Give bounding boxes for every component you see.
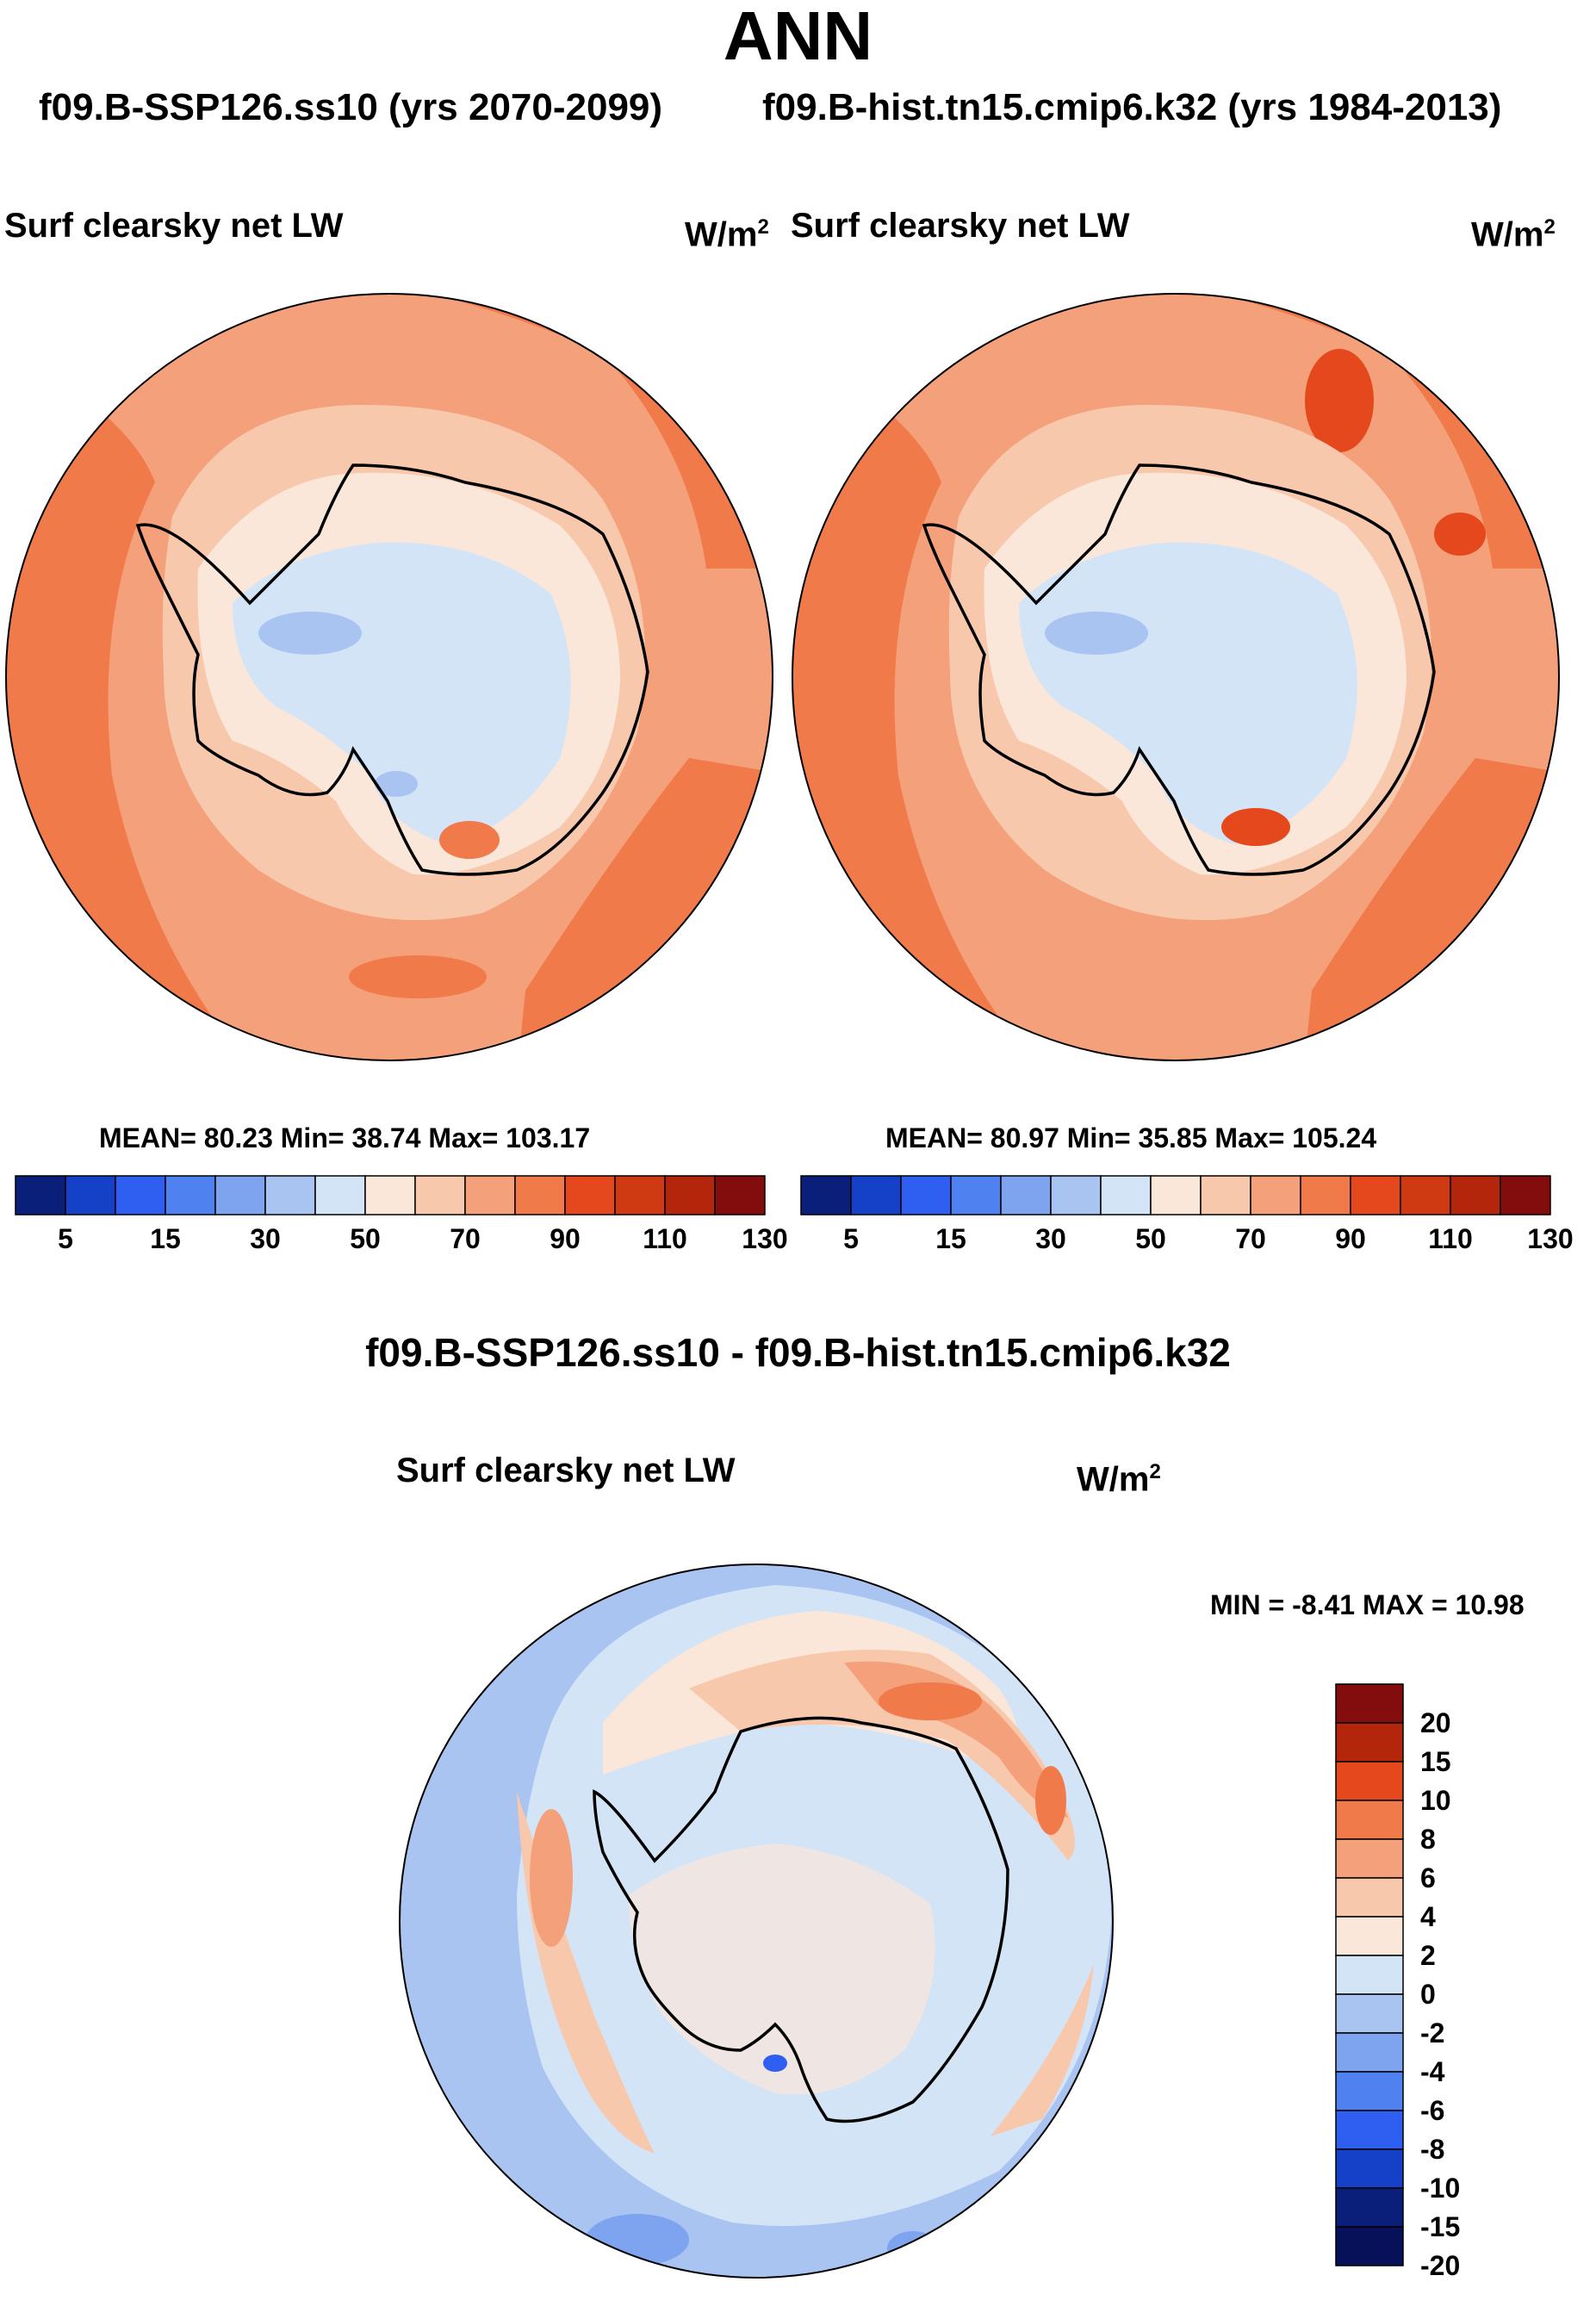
colorbar-tick-label: 110	[1428, 1223, 1473, 1254]
panel2-title: Surf clearsky net LW	[791, 207, 1130, 245]
colorbar-swatch	[1350, 1175, 1401, 1215]
colorbar-tick-label: 70	[450, 1223, 481, 1254]
colorbar-tick-label: -8	[1420, 2134, 1445, 2165]
colorbar-tick-label: 15	[1420, 1746, 1451, 1777]
colorbar-swatch	[1000, 1175, 1052, 1215]
colorbar-swatch	[1335, 1955, 1404, 1995]
colorbar-swatch	[1450, 1175, 1501, 1215]
colorbar-swatch	[1335, 1838, 1404, 1879]
colorbar-tick-label: 2	[1420, 1940, 1436, 1971]
colorbar-tick-label: -4	[1420, 2056, 1445, 2087]
map-1	[5, 293, 773, 1061]
colorbar-tick-label: 15	[150, 1223, 181, 1254]
case-a-label: f09.B-SSP126.ss10 (yrs 2070-2099)	[39, 86, 663, 128]
colorbar-tick-label: 8	[1420, 1824, 1436, 1855]
colorbar-swatch	[414, 1175, 466, 1215]
colorbar-tick-label: -6	[1420, 2095, 1445, 2126]
colorbar-tick-label: 5	[843, 1223, 859, 1254]
colorbar-tick-label: -15	[1420, 2211, 1461, 2242]
panel1-units: W/m2	[685, 215, 769, 254]
colorbar-swatch	[1400, 1175, 1451, 1215]
main-title: ANN	[723, 0, 873, 74]
colorbar-swatch	[65, 1175, 116, 1215]
colorbar-swatch	[464, 1175, 516, 1215]
colorbar-swatch	[15, 1175, 66, 1215]
colorbar-tick-label: 15	[935, 1223, 966, 1254]
colorbar-tick-label: -2	[1420, 2017, 1445, 2049]
colorbar-swatch	[165, 1175, 216, 1215]
colorbar-1	[15, 1175, 766, 1215]
colorbar-swatch	[564, 1175, 616, 1215]
colorbar-swatch	[1335, 2110, 1404, 2150]
colorbar-tick-label: 130	[742, 1223, 788, 1254]
colorbar-tick-label: 4	[1420, 1901, 1436, 1932]
colorbar-tick-label: 130	[1527, 1223, 1574, 1254]
colorbar-swatch	[1335, 1916, 1404, 1956]
colorbar-swatch	[1200, 1175, 1251, 1215]
colorbar-swatch	[614, 1175, 666, 1215]
colorbar-swatch	[714, 1175, 766, 1215]
colorbar-swatch	[1335, 1877, 1404, 1918]
diff-plot-title: Surf clearsky net LW	[396, 1452, 736, 1489]
colorbar-swatch	[1050, 1175, 1102, 1215]
colorbar-tick-label: 10	[1420, 1785, 1451, 1816]
colorbar-swatch	[1335, 2148, 1404, 2189]
colorbar-swatch	[1100, 1175, 1152, 1215]
colorbar-swatch	[1335, 2071, 1404, 2111]
map-2	[792, 293, 1560, 1061]
colorbar-swatch	[664, 1175, 716, 1215]
colorbar-swatch	[950, 1175, 1002, 1215]
map-diff	[399, 1564, 1114, 2279]
colorbar-swatch	[1335, 2187, 1404, 2228]
colorbar-swatch	[364, 1175, 416, 1215]
colorbar-swatch	[214, 1175, 266, 1215]
colorbar-tick-label: -10	[1420, 2173, 1461, 2204]
colorbar-swatch	[1335, 1683, 1404, 1724]
colorbar-swatch	[514, 1175, 566, 1215]
colorbar-tick-label: 0	[1420, 1979, 1436, 2010]
colorbar-tick-label: 50	[1135, 1223, 1166, 1254]
colorbar-tick-label: 70	[1235, 1223, 1266, 1254]
diff-minmax: MIN = -8.41 MAX = 10.98	[1210, 1589, 1525, 1620]
colorbar-2	[800, 1175, 1551, 1215]
colorbar-tick-label: 6	[1420, 1862, 1436, 1893]
colorbar-swatch	[1335, 2226, 1404, 2266]
colorbar-tick-label: 20	[1420, 1707, 1451, 1738]
colorbar-swatch	[1335, 2032, 1404, 2073]
case-b-label: f09.B-hist.tn15.cmip6.k32 (yrs 1984-2013…	[762, 86, 1502, 128]
colorbar-swatch	[1335, 1761, 1404, 1801]
colorbar-swatch	[850, 1175, 902, 1215]
colorbar-tick-label: 90	[1335, 1223, 1366, 1254]
colorbar-swatch	[1335, 1993, 1404, 2034]
panel2-units: W/m2	[1471, 215, 1556, 254]
colorbar-diff	[1335, 1683, 1404, 2266]
panel1-title: Surf clearsky net LW	[4, 207, 344, 245]
colorbar-swatch	[1335, 1722, 1404, 1763]
colorbar-swatch	[1150, 1175, 1202, 1215]
panel2-stats: MEAN= 80.97 Min= 35.85 Max= 105.24	[885, 1122, 1377, 1153]
colorbar-swatch	[800, 1175, 852, 1215]
colorbar-swatch	[314, 1175, 366, 1215]
colorbar-swatch	[1300, 1175, 1351, 1215]
colorbar-swatch	[264, 1175, 316, 1215]
colorbar-swatch	[1335, 1800, 1404, 1840]
colorbar-swatch	[115, 1175, 166, 1215]
colorbar-tick-label: 50	[350, 1223, 381, 1254]
colorbar-tick-label: -20	[1420, 2250, 1461, 2281]
colorbar-tick-label: 110	[643, 1223, 687, 1254]
colorbar-swatch	[1250, 1175, 1301, 1215]
panel1-stats: MEAN= 80.23 Min= 38.74 Max= 103.17	[99, 1122, 591, 1153]
colorbar-swatch	[900, 1175, 952, 1215]
colorbar-tick-label: 30	[250, 1223, 281, 1254]
colorbar-swatch	[1500, 1175, 1551, 1215]
diff-units: W/m2	[1077, 1460, 1161, 1499]
colorbar-tick-label: 90	[550, 1223, 581, 1254]
colorbar-tick-label: 30	[1035, 1223, 1066, 1254]
colorbar-tick-label: 5	[58, 1223, 73, 1254]
diff-title: f09.B-SSP126.ss10 - f09.B-hist.tn15.cmip…	[365, 1330, 1231, 1375]
